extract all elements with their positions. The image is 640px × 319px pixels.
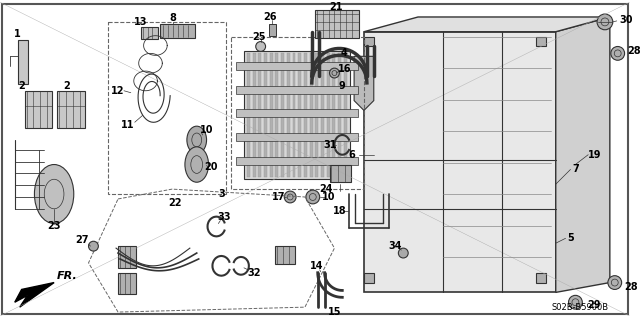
Bar (298, 53, 301, 177)
Bar (57, 91, 84, 128)
Text: 29: 29 (588, 300, 601, 310)
Polygon shape (354, 56, 374, 110)
Ellipse shape (306, 190, 319, 204)
Bar (108, 22, 226, 194)
Ellipse shape (185, 147, 209, 182)
Bar (304, 53, 307, 177)
Text: 16: 16 (337, 64, 351, 74)
Bar (264, 53, 267, 177)
Ellipse shape (611, 47, 625, 60)
Bar (18, 40, 28, 84)
Bar (364, 273, 374, 283)
Bar (244, 51, 350, 179)
Text: S02B-B5900B: S02B-B5900B (552, 303, 609, 312)
Polygon shape (364, 17, 610, 32)
Bar (364, 37, 374, 47)
Ellipse shape (398, 248, 408, 258)
Text: 7: 7 (572, 164, 579, 174)
Text: 2: 2 (19, 81, 25, 91)
Text: 10: 10 (322, 192, 335, 202)
Bar (118, 246, 136, 268)
Text: 31: 31 (324, 140, 337, 150)
Bar (236, 62, 358, 70)
Bar (281, 53, 284, 177)
Bar (321, 53, 324, 177)
Ellipse shape (187, 126, 207, 154)
Bar (236, 109, 358, 117)
Text: 22: 22 (168, 198, 182, 208)
Text: 23: 23 (47, 221, 61, 232)
Ellipse shape (608, 276, 621, 289)
Bar (161, 24, 195, 38)
Text: 28: 28 (625, 283, 638, 293)
Text: 8: 8 (170, 13, 177, 23)
Polygon shape (15, 283, 54, 307)
Bar (118, 273, 136, 294)
Text: 28: 28 (628, 46, 640, 56)
Ellipse shape (35, 165, 74, 224)
Text: 19: 19 (588, 150, 602, 160)
Bar (338, 53, 341, 177)
Bar (253, 53, 255, 177)
Bar (536, 37, 546, 47)
Bar (141, 27, 158, 39)
Bar (269, 53, 273, 177)
Text: 27: 27 (75, 235, 88, 245)
Bar (316, 53, 318, 177)
Text: 32: 32 (247, 268, 260, 278)
Bar (292, 53, 296, 177)
Ellipse shape (597, 14, 612, 30)
Ellipse shape (88, 241, 99, 251)
Bar (275, 246, 295, 264)
Bar (247, 53, 250, 177)
Text: 15: 15 (328, 307, 341, 317)
Bar (536, 273, 546, 283)
Bar (332, 53, 335, 177)
Text: FR.: FR. (56, 271, 77, 281)
Text: 18: 18 (333, 206, 346, 216)
Text: 20: 20 (205, 162, 218, 173)
Ellipse shape (568, 295, 582, 309)
Text: 25: 25 (252, 32, 266, 42)
Text: 33: 33 (218, 212, 231, 222)
Text: 30: 30 (620, 15, 633, 25)
Ellipse shape (284, 191, 296, 203)
Bar (344, 53, 347, 177)
Text: 21: 21 (330, 2, 343, 12)
Bar (327, 53, 330, 177)
Bar (364, 32, 556, 293)
Ellipse shape (256, 41, 266, 51)
Text: 12: 12 (111, 86, 125, 96)
Text: 17: 17 (271, 192, 285, 202)
Bar (275, 53, 278, 177)
Text: 14: 14 (310, 261, 323, 271)
Text: 11: 11 (121, 120, 134, 130)
Text: 5: 5 (567, 233, 574, 243)
Bar (287, 53, 290, 177)
Bar (236, 86, 358, 94)
Bar (24, 91, 52, 128)
Polygon shape (556, 17, 610, 293)
Text: 6: 6 (349, 150, 355, 160)
Ellipse shape (330, 68, 339, 78)
Text: 26: 26 (264, 12, 277, 22)
Bar (315, 10, 359, 38)
Bar (269, 24, 276, 36)
Bar (330, 165, 351, 182)
Text: 10: 10 (200, 125, 213, 135)
Bar (231, 37, 364, 189)
Text: 4: 4 (341, 48, 348, 58)
Text: 24: 24 (319, 184, 332, 194)
Text: 13: 13 (134, 17, 147, 27)
Text: 1: 1 (14, 29, 21, 39)
Bar (310, 53, 312, 177)
Text: 34: 34 (388, 241, 402, 251)
Text: 9: 9 (339, 81, 346, 91)
Bar (236, 157, 358, 165)
Text: 2: 2 (63, 81, 70, 91)
Text: 3: 3 (218, 189, 225, 199)
Bar (259, 53, 261, 177)
Bar (236, 133, 358, 141)
